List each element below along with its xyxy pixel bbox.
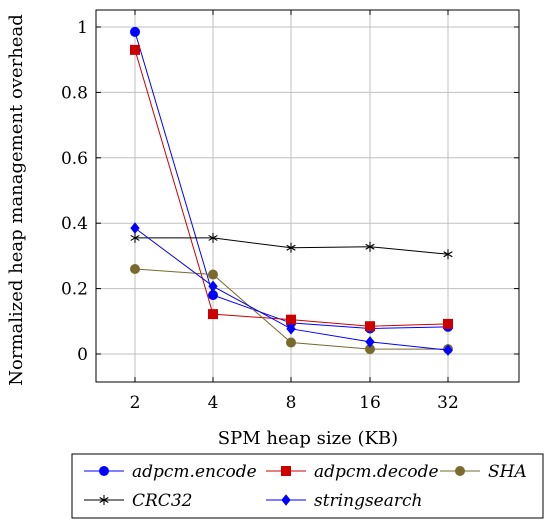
- legend-marker-3: [99, 495, 109, 505]
- series-3: [130, 232, 453, 260]
- legend-label-0: adpcm.encode: [132, 462, 257, 482]
- data-point-1-2: [286, 314, 296, 325]
- y-tick-label: 0.2: [61, 280, 88, 300]
- data-point-4-2: [286, 323, 296, 335]
- data-point-4-0: [130, 222, 140, 234]
- legend-label-3: CRC32: [132, 491, 192, 511]
- y-tick-label: 0.6: [61, 149, 88, 169]
- x-tick-label: 32: [437, 393, 459, 413]
- series-1: [130, 44, 453, 332]
- data-point-3-1: [208, 232, 218, 243]
- data-point-4-1: [208, 280, 218, 293]
- data-point-3-3: [365, 241, 375, 252]
- tick-labels: 2 4 8 16 32 0 0.2 0.4 0.6 0.8 1: [61, 18, 459, 413]
- legend-box: [71, 453, 544, 519]
- data-point-4-3: [365, 336, 375, 348]
- legend-item-4: stringsearch: [266, 491, 422, 511]
- legend-marker-4: [281, 494, 291, 506]
- x-tick-label: 8: [286, 393, 297, 413]
- series-4: [130, 222, 453, 356]
- x-tick-label: 2: [130, 393, 141, 413]
- y-tick-label: 0: [77, 345, 88, 365]
- data-point-2-2: [286, 337, 296, 348]
- y-tick-label: 0.8: [61, 83, 88, 103]
- legend-label-2: SHA: [488, 462, 527, 482]
- legend: adpcm.encode adpcm.decode SHA CRC32 stringse…: [71, 453, 544, 519]
- plot-frame: [95, 9, 520, 383]
- legend-item-1: adpcm.decode: [266, 462, 439, 482]
- legend-item-3: CRC32: [84, 491, 192, 511]
- axes: [95, 9, 520, 383]
- data-point-3-2: [286, 242, 296, 253]
- x-tick-label: 4: [208, 393, 219, 413]
- data-point-2-1: [208, 269, 218, 280]
- y-tick-label: 1: [77, 18, 88, 38]
- data-point-3-4: [443, 249, 453, 260]
- series-group: [130, 26, 453, 356]
- data-point-1-4: [443, 318, 453, 329]
- y-axis-label: Normalized heap management overhead: [6, 14, 27, 385]
- legend-marker-0: [99, 466, 109, 476]
- legend-item-2: SHA: [440, 462, 527, 482]
- data-point-3-0: [130, 232, 140, 243]
- y-tick-label: 0.4: [61, 214, 88, 234]
- data-point-1-0: [130, 44, 140, 55]
- legend-label-4: stringsearch: [314, 491, 422, 511]
- grid-lines: [96, 10, 519, 382]
- legend-marker-1: [281, 466, 291, 476]
- data-point-2-0: [130, 263, 140, 274]
- x-axis-label: SPM heap size (KB): [218, 428, 398, 449]
- data-point-0-0: [130, 26, 140, 37]
- legend-label-1: adpcm.decode: [314, 462, 439, 482]
- data-point-4-4: [443, 344, 453, 356]
- legend-marker-2: [455, 466, 465, 476]
- legend-item-0: adpcm.encode: [84, 462, 257, 482]
- data-point-1-1: [208, 309, 218, 320]
- data-point-1-3: [365, 321, 375, 332]
- x-tick-label: 16: [359, 393, 381, 413]
